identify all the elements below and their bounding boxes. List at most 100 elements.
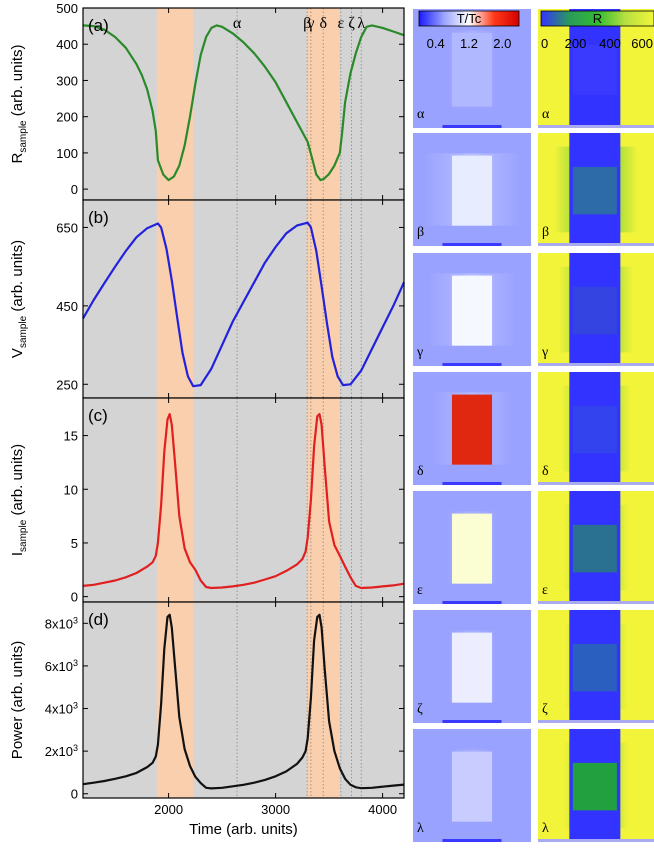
temperature-rail	[442, 125, 502, 128]
temperature-frame-1: α	[413, 9, 531, 128]
resistance-frame-1: α	[538, 9, 654, 128]
event-marker-label: δ	[319, 15, 327, 32]
y-axis-label-main: V	[9, 348, 26, 358]
temperature-core	[451, 513, 493, 584]
event-marker-label: ε	[338, 15, 345, 32]
resistance-frame-label: ε	[542, 583, 548, 598]
resistance-colorbar: R 0 200 400 600	[540, 10, 654, 51]
plot-background	[83, 602, 404, 798]
temperature-core	[451, 155, 493, 226]
temperature-core	[451, 632, 493, 703]
y-axis-label-sub: sample	[18, 315, 29, 348]
y-axis-label-unit: (arb. units)	[9, 45, 26, 121]
y-tick-label: 0	[71, 182, 78, 197]
resistance-rail	[538, 243, 654, 246]
panel-b: 250 450 650 (b) Vsample (arb. units)	[9, 199, 406, 399]
temperature-frame-label: ε	[417, 583, 423, 598]
resistance-channel-center	[572, 762, 617, 811]
resistance-frame-7: λ	[538, 729, 654, 842]
temperature-frame-label: δ	[417, 464, 424, 479]
resistance-rail	[538, 363, 654, 366]
resistance-frame-5: ε	[538, 491, 654, 604]
y-tick-label: 8x103	[45, 615, 78, 631]
temperature-frame-4: δ	[413, 372, 531, 485]
temperature-frame-7: λ	[413, 729, 531, 842]
temperature-frame-label: β	[417, 225, 424, 240]
temperature-rail	[442, 720, 502, 723]
resistance-frame-2: β	[538, 133, 654, 246]
y-axis-label-unit: (arb. units)	[9, 641, 26, 717]
resistance-channel-center	[572, 44, 617, 95]
resistance-channel-center	[572, 286, 617, 335]
temperature-colorbar-tick-label: 1.2	[460, 36, 478, 51]
resistance-rail	[538, 839, 654, 842]
resistance-channel-center	[572, 405, 617, 454]
y-tick-exponent: 3	[73, 743, 78, 753]
panel-c: 0 5 10 15 (c) Isample (arb. units)	[9, 397, 405, 605]
resistance-frame-4: δ	[538, 372, 654, 485]
event-marker-label: γ	[306, 15, 314, 32]
y-tick-label: 15	[64, 429, 78, 444]
temperature-rail	[442, 601, 502, 604]
y-tick-label: 200	[56, 110, 78, 125]
temperature-colorbar: T/Tc 0.4 1.2 2.0	[418, 10, 520, 51]
y-tick-label: 6x103	[45, 658, 78, 674]
temperature-core	[451, 394, 493, 465]
y-axis-label-unit: (arb. units)	[9, 444, 26, 520]
y-tick-exponent: 3	[73, 615, 78, 625]
temperature-rail	[442, 243, 502, 246]
temperature-colorbar-tick-label: 2.0	[493, 36, 511, 51]
series-line	[82, 413, 405, 590]
y-tick-label: 0	[71, 590, 78, 605]
temperature-colorbar-title: T/Tc	[457, 11, 482, 26]
x-axis-label: Time (arb. units)	[189, 821, 298, 838]
y-tick-label: 2x103	[45, 743, 78, 759]
temperature-colorbar-tick-label: 0.4	[427, 36, 445, 51]
resistance-colorbar-tick-label: 400	[599, 36, 621, 51]
resistance-colorbar-tick-label: 600	[631, 36, 653, 51]
temperature-core	[451, 275, 493, 346]
plot-background	[83, 8, 404, 200]
resistance-channel-center	[572, 643, 617, 692]
y-tick-label: 400	[56, 37, 78, 52]
resistance-colorbar-tick-label: 0	[541, 36, 548, 51]
temperature-frame-label: λ	[417, 821, 424, 836]
temperature-frame-label: α	[417, 107, 425, 122]
temperature-frame-5: ε	[413, 491, 531, 604]
event-marker-label: λ	[357, 15, 365, 32]
panel-d: 0 2x103 4x103 6x103 8x103 (d) Power (arb. unit…	[9, 601, 405, 838]
y-tick-label: 4x103	[45, 701, 78, 717]
plot-background	[83, 200, 404, 398]
y-tick-label: 250	[56, 377, 78, 392]
x-tick-label: 3000	[261, 802, 290, 817]
resistance-frame-3: γ	[538, 253, 654, 366]
y-axis-label-main: Power	[9, 717, 26, 760]
temperature-frame-2: β	[413, 133, 531, 246]
panel-label: (d)	[88, 610, 109, 629]
panel-label: (a)	[88, 16, 109, 35]
resistance-frame-label: β	[542, 225, 549, 240]
resistance-colorbar-title: R	[593, 11, 602, 26]
resistance-rail	[538, 482, 654, 485]
y-tick-label: 5	[71, 536, 78, 551]
event-marker-label: β	[303, 15, 311, 32]
resistance-frame-label: γ	[541, 345, 548, 360]
event-marker-label: ζ	[348, 15, 355, 32]
series-line	[82, 221, 406, 388]
y-axis-label-sub: sample	[18, 120, 29, 153]
temperature-rail	[442, 363, 502, 366]
resistance-frame-6: ζ	[538, 610, 654, 723]
resistance-frame-label: δ	[542, 464, 549, 479]
y-axis-label: Isample (arb. units)	[9, 444, 29, 556]
temperature-core	[451, 32, 493, 107]
y-axis-label: Vsample (arb. units)	[9, 240, 29, 358]
resistance-rail	[538, 720, 654, 723]
resistance-rail	[538, 125, 654, 128]
y-tick-exponent: 3	[73, 701, 78, 711]
y-axis-label-main: R	[9, 152, 26, 163]
x-tick-label: 2000	[154, 802, 183, 817]
resistance-rail	[538, 601, 654, 604]
panel-label: (b)	[88, 208, 109, 227]
